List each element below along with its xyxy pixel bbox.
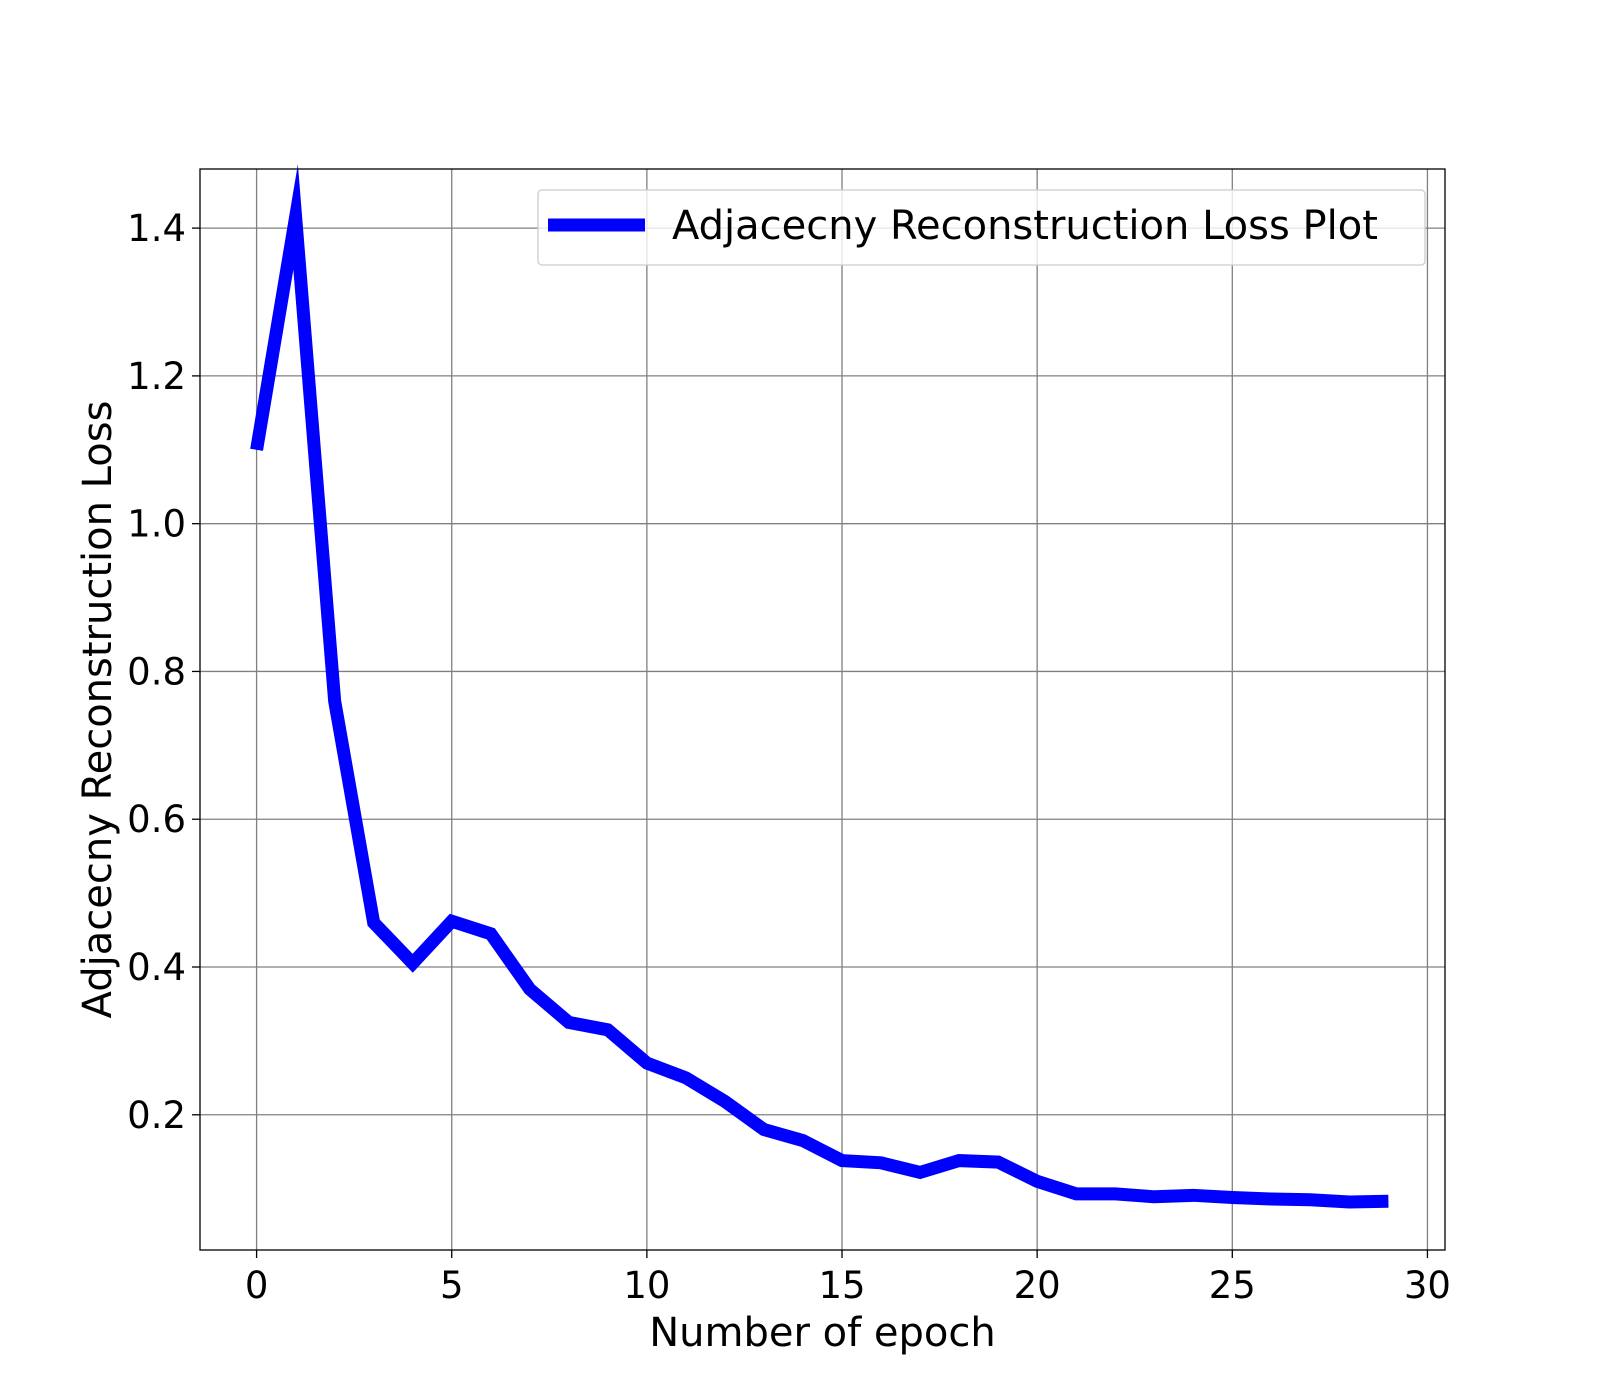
x-tick-label: 30 (1404, 1264, 1451, 1307)
legend-label: Adjacecny Reconstruction Loss Plot (672, 203, 1378, 249)
y-tick-label: 1.4 (127, 207, 186, 250)
x-tick-label: 20 (1014, 1264, 1061, 1307)
ticks: 0 5 10 15 20 25 30 0.2 0.4 0.6 0.8 1.0 1.2 1.4 (127, 207, 1451, 1307)
y-tick-label: 1.2 (127, 355, 186, 398)
plot-frame (199, 168, 1446, 1251)
y-tick-label: 0.6 (127, 798, 186, 841)
x-axis-label: Number of epoch (649, 1310, 995, 1356)
y-tick-label: 0.2 (127, 1094, 186, 1137)
x-tick-label: 0 (245, 1264, 269, 1307)
y-tick-label: 0.4 (127, 946, 186, 989)
x-tick-label: 25 (1209, 1264, 1256, 1307)
x-tick-label: 10 (623, 1264, 670, 1307)
x-tick-label: 5 (440, 1264, 464, 1307)
legend: Adjacecny Reconstruction Loss Plot (537, 189, 1426, 266)
legend-box (537, 189, 1426, 266)
series-layer (250, 164, 1389, 1209)
y-axis-label: Adjacecny Reconstruction Loss (75, 401, 121, 1019)
grid (200, 169, 1445, 1250)
x-tick-label: 15 (818, 1264, 865, 1307)
y-tick-label: 1.0 (127, 503, 186, 546)
y-tick-label: 0.8 (127, 650, 186, 693)
series-line (250, 164, 1389, 1209)
